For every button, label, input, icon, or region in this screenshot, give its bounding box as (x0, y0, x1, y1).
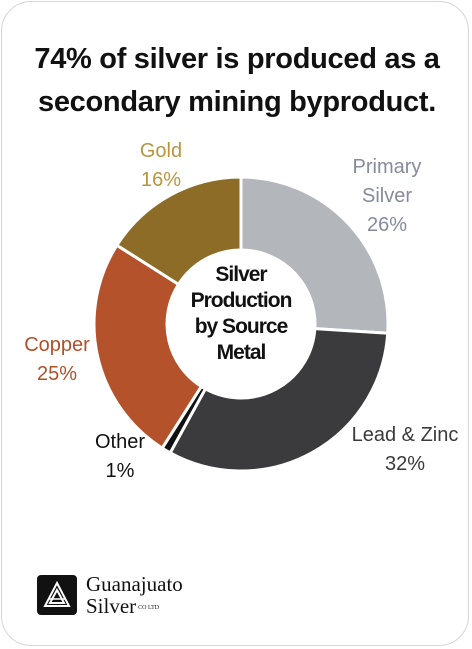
slice-value: 25% (36, 363, 78, 385)
donut-slice (168, 327, 390, 473)
slice-name: Other (94, 431, 146, 453)
slice-name: Copper (24, 334, 90, 356)
slice-label: Primary Silver 26% (332, 153, 442, 240)
center-label: Silver Production by Source Metal (190, 263, 293, 364)
donut-slice (92, 243, 204, 451)
slice-name: Lead & Zinc (351, 424, 459, 446)
slice-value: 1% (105, 460, 135, 482)
donut-slice (114, 175, 243, 287)
slice-name: Gold (139, 140, 183, 162)
chart-title: 74% of silver is produced as a secondary… (34, 43, 440, 118)
donut-slice (239, 175, 390, 335)
brand-line: Silver CO LTD (86, 595, 183, 619)
slice-label: Copper 25% (0, 331, 114, 389)
brand-name: Guanajuato Silver CO LTD (86, 573, 183, 619)
brand-suffix: CO LTD (138, 605, 160, 612)
brand-logo (37, 575, 77, 615)
brand-line: Guanajuato (86, 572, 183, 596)
slice-label: Lead & Zinc 32% (335, 421, 472, 479)
donut-hole (168, 251, 314, 397)
slice-label: Gold 16% (101, 137, 221, 195)
brand-line: Silver (86, 594, 137, 618)
slice-name: Primary Silver (352, 156, 422, 207)
slice-label: Other 1% (70, 428, 170, 486)
slice-value: 32% (384, 453, 426, 475)
slice-value: 26% (366, 214, 408, 236)
logo-icon (43, 580, 71, 607)
slice-value: 16% (140, 169, 182, 191)
